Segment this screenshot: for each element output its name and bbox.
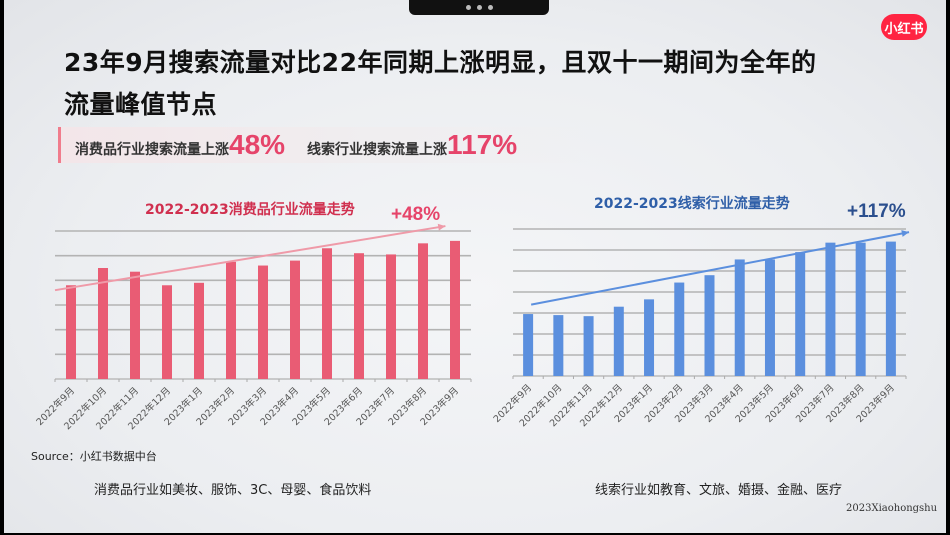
bar [386,254,396,379]
bar [450,240,460,379]
arrowhead-icon [437,223,446,231]
bar [553,315,564,376]
bar [855,242,866,376]
bar [704,275,715,376]
window-menu-handle[interactable] [409,0,549,15]
bar [523,314,534,376]
bar [258,265,268,379]
caption-consumer: 消费品行业如美妆、服饰、3C、母婴、食品饮料 [94,483,372,498]
bar [98,268,108,379]
dot-icon [465,5,471,10]
bar [795,252,806,376]
trend-arrow [54,225,446,292]
bar [885,241,896,376]
page-title: 23年9月搜索流量对比22年同期上涨明显，且双十一期间为全年的流量峰值节点 [64,48,817,119]
bar-chart-consumer: 2022年9月2022年10月2022年11月2022年12月2023年1月20… [34,223,472,432]
growth-annotation-consumer: +48% [391,204,441,225]
trend-arrow [530,231,910,306]
bar [354,253,364,379]
arrowhead-icon [901,230,910,237]
bar [825,242,836,376]
caption-leads: 线索行业如教育、文旅、婚摄、金融、医疗 [595,483,843,498]
highlight-leads: 线索行业搜索流量上涨 117% [307,129,517,161]
source-note: Source：小红书数据中台 [31,450,157,463]
xiaohongshu-logo: 小红书 [881,14,927,40]
bar [644,299,655,376]
bar [764,259,775,376]
bar-chart-leads: 2022年9月2022年10月2022年11月2022年12月2023年1月20… [491,228,910,429]
highlight-consumer: 消费品行业搜索流量上涨 48% [75,129,285,161]
highlight-banner: 消费品行业搜索流量上涨 48% 线索行业搜索流量上涨 117% [58,127,591,163]
copyright: 2023Xiaohongshu [846,503,938,514]
highlight-value: 48% [229,129,286,160]
growth-annotation-leads: +117% [847,201,906,222]
highlight-label: 消费品行业搜索流量上涨 [75,142,229,158]
bar [66,285,76,379]
bar [162,285,172,379]
bar [674,282,685,376]
highlight-label: 线索行业搜索流量上涨 [307,142,448,158]
bar [194,282,204,379]
bar [734,259,745,376]
dot-icon [487,5,493,10]
chart-title-consumer: 2022-2023消费品行业流量走势 [145,202,355,218]
bar [418,243,428,379]
bar [613,306,624,376]
dot-icon [476,5,482,10]
bar [226,261,236,379]
chart-title-leads: 2022-2023线索行业流量走势 [594,196,790,212]
bar [290,260,300,379]
slide: 小红书 23年9月搜索流量对比22年同期上涨明显，且双十一期间为全年的流量峰值节… [4,0,946,533]
highlight-value: 117% [447,129,518,160]
bar [130,271,140,379]
bar [322,248,332,379]
bar [583,316,594,376]
